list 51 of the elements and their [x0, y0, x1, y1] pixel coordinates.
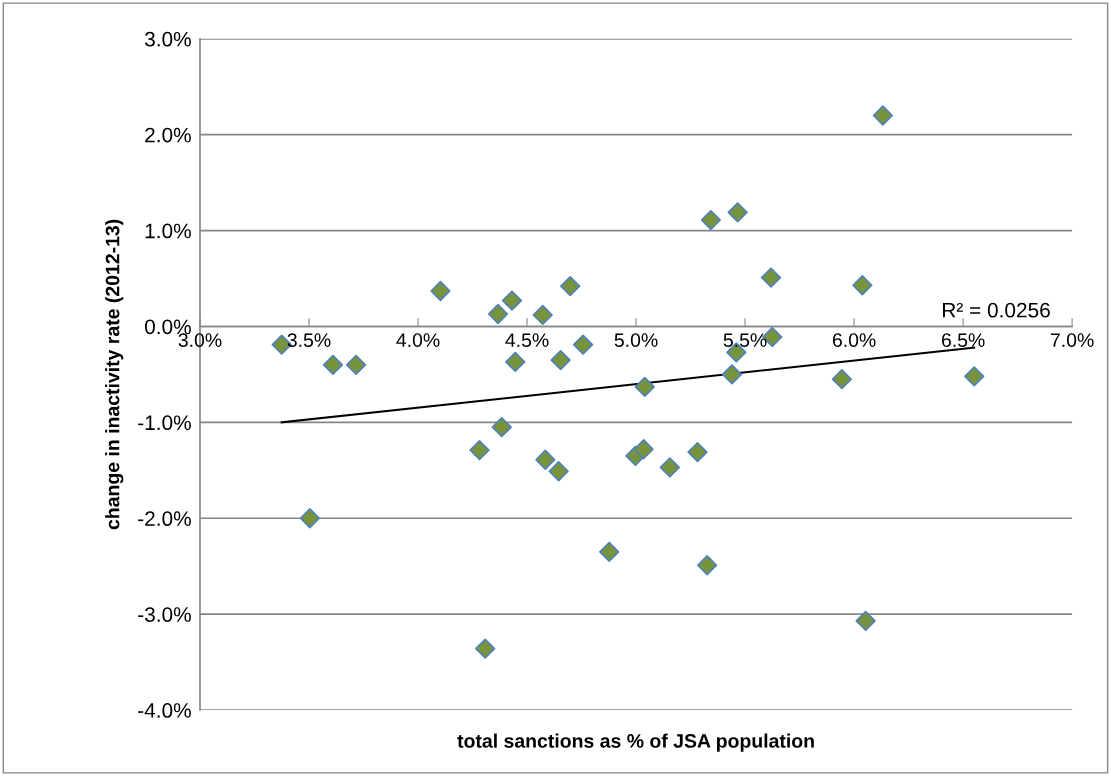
point [469, 440, 490, 461]
point [550, 349, 571, 371]
point [560, 276, 581, 297]
y-tick-label: -4.0% [138, 703, 191, 718]
y-tick-label: -3.0% [138, 607, 191, 622]
point [696, 555, 718, 576]
point [345, 354, 367, 375]
point [852, 275, 873, 296]
y-tick-label: -2.0% [138, 511, 191, 527]
point [659, 457, 680, 478]
point [532, 304, 553, 326]
point [475, 638, 496, 659]
point [487, 303, 509, 325]
annotation: R² = 0.0256 [943, 302, 1050, 318]
x-tick-label: 4.0% [396, 333, 440, 348]
point [572, 334, 594, 355]
point [491, 417, 512, 438]
x-tick-label: 3.5% [287, 333, 331, 348]
point [727, 202, 748, 223]
point [964, 366, 985, 387]
point [299, 508, 321, 529]
point [634, 376, 655, 398]
point [700, 209, 721, 231]
y-tick-label: 0.0% [144, 319, 191, 335]
y-tick-label: 2.0% [145, 127, 191, 143]
point [322, 354, 344, 375]
y-tick-label: 1.0% [145, 223, 191, 239]
y-tick-label: 3.0% [144, 31, 191, 47]
x-tick-label: 6.5% [941, 333, 985, 348]
point [548, 461, 569, 482]
x-tick-label: 3.0% [178, 333, 222, 348]
x-tick-label: 6.0% [832, 333, 876, 348]
point [633, 439, 654, 460]
point [855, 610, 876, 632]
y-axis-title: change in inactivity rate (2012-13) [105, 219, 124, 530]
point [501, 290, 523, 311]
point [687, 441, 708, 463]
point [760, 267, 782, 288]
point [872, 105, 894, 126]
point [831, 369, 853, 390]
point [505, 351, 526, 373]
y-tick-label: -1.0% [138, 415, 191, 431]
x-tick-label: 5.0% [614, 333, 658, 348]
x-tick-label: 5.5% [723, 333, 767, 348]
point [599, 541, 620, 562]
point [430, 280, 451, 302]
x-axis-title: total sanctions as % of JSA population [457, 733, 814, 752]
x-tick-label: 4.5% [505, 333, 549, 348]
point [721, 364, 743, 385]
point [535, 449, 556, 470]
x-tick-label: 7.0% [1050, 333, 1094, 348]
